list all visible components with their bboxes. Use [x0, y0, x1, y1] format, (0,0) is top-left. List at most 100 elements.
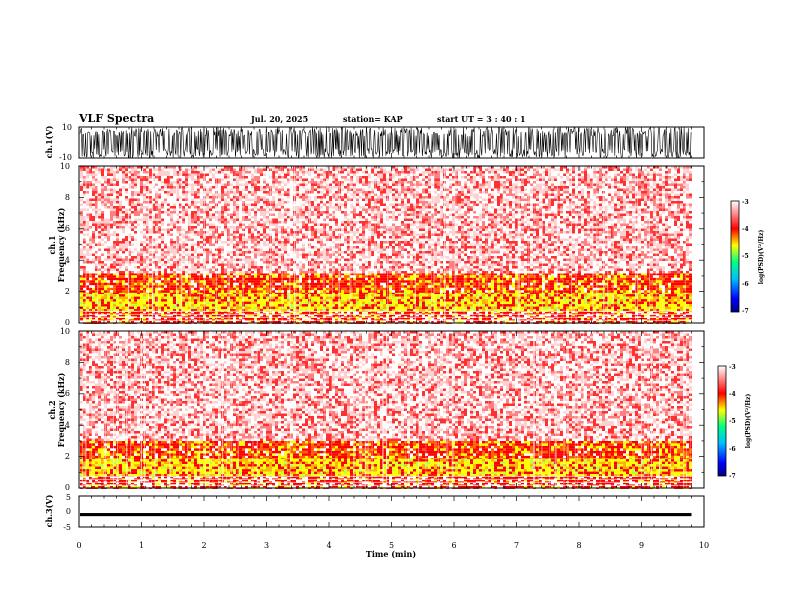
ch1-spectrogram-cell — [494, 275, 497, 278]
ch1-spectrogram-cell — [419, 285, 422, 288]
ch1-spectrogram-cell — [251, 283, 254, 286]
ch1-spectrogram-cell — [236, 321, 239, 323]
ch1-spectrogram-cell — [461, 285, 464, 288]
ch1-spectrogram-cell — [191, 283, 194, 286]
ch1-spectrogram-cell — [497, 297, 500, 300]
ch1-spectrogram-cell — [467, 304, 470, 307]
ch1-spectrogram-cell — [416, 294, 419, 297]
ch1-spectrogram-cell — [170, 294, 173, 297]
ch1-spectrogram-cell — [362, 278, 365, 281]
ch1-spectrogram-cell — [659, 278, 662, 281]
ch1-spectrogram-cell — [623, 304, 626, 307]
ch1-spectrogram-cell — [317, 315, 320, 317]
ch1-spectrogram-cell — [641, 315, 644, 317]
ch1-spectrogram-cell — [218, 307, 221, 310]
ch1-spectrogram-cell — [680, 318, 683, 320]
ch1-spectrogram-cell — [137, 318, 140, 320]
ch1-spectrogram-cell — [137, 294, 140, 297]
ch1-spectrogram-cell — [572, 297, 575, 300]
ch1-spectrogram-cell — [446, 294, 449, 297]
ch1-spectrogram-cell — [164, 304, 167, 307]
ch1-spectrogram-cell — [185, 318, 188, 320]
ch1-spectrogram-cell — [362, 321, 365, 323]
ch1-spectrogram-cell — [410, 285, 413, 288]
ch1-spectrogram-cell — [617, 302, 620, 305]
ch1-spectrogram-cell — [425, 297, 428, 300]
ch1-spectrogram-cell — [422, 312, 425, 314]
ch1-spectrogram-cell — [377, 288, 380, 291]
ch1-spectrogram-cell — [458, 312, 461, 314]
ch1-spectrogram-cell — [551, 297, 554, 300]
ch1-spectrogram-cell — [284, 304, 287, 307]
ch1-spectrogram-cell — [149, 294, 152, 297]
ch1-spectrogram-cell — [617, 318, 620, 320]
ch1-spectrogram-cell — [275, 299, 278, 302]
ch1-spectrogram-cell — [317, 321, 320, 323]
ch1-spectrogram-cell — [365, 278, 368, 281]
ch1-spectrogram-cell — [194, 288, 197, 291]
ch1-spectrogram-cell — [278, 321, 281, 323]
ch1-spectrogram-cell — [263, 275, 266, 278]
ch1-spectrogram-cell — [506, 278, 509, 281]
ch1-spectrogram-cell — [620, 318, 623, 320]
ch1-spectrogram-cell — [665, 275, 668, 278]
ch1-spectrogram-cell — [509, 280, 512, 283]
ch1-spectrogram-cell — [545, 280, 548, 283]
ch1-spectrogram-cell — [101, 302, 104, 305]
ch1-spectrogram-cell — [275, 312, 278, 314]
ch1-spectrogram-cell — [254, 280, 257, 283]
ch1-spectrogram-cell — [668, 299, 671, 302]
ch1-spectrogram-cell — [185, 312, 188, 314]
ch1-spectrogram-cell — [488, 280, 491, 283]
ch1-spectrogram-cell — [164, 307, 167, 310]
ch1-spectrogram-cell — [275, 275, 278, 278]
ch1-spectrogram-cell — [467, 302, 470, 305]
ch1-spectrogram-cell — [329, 278, 332, 281]
ch1-spectrogram-cell — [161, 294, 164, 297]
ch1-spectrogram-cell — [365, 307, 368, 310]
ch1-spectrogram-cell — [185, 302, 188, 305]
ch1-spectrogram-cell — [392, 285, 395, 288]
ch1-spectrogram-cell — [560, 280, 563, 283]
ch1-spectrogram-cell — [608, 294, 611, 297]
ch1-spectrogram-cell — [467, 315, 470, 317]
ch1-spectrogram-cell — [512, 318, 515, 320]
ch1-spectrogram-cell — [251, 315, 254, 317]
ch1-spectrogram-cell — [221, 297, 224, 300]
ch1-spectrogram-cell — [356, 299, 359, 302]
ch1-spectrogram-cell — [512, 280, 515, 283]
ch1-spectrogram-cell — [584, 297, 587, 300]
ch1-spectrogram-cell — [254, 283, 257, 286]
ch1-spectrogram-cell — [218, 302, 221, 305]
ch1-spectrogram-cell — [551, 283, 554, 286]
ch1-spectrogram-cell — [416, 297, 419, 300]
ch1-spectrogram-cell — [101, 299, 104, 302]
ch1-spectrogram-cell — [107, 307, 110, 310]
ch1-spectrogram-cell — [608, 285, 611, 288]
ch1-spectrogram-cell — [506, 318, 509, 320]
ch1-spectrogram-cell — [416, 283, 419, 286]
ch1-spectrogram-cell — [110, 312, 113, 314]
ch1-spectrogram-cell — [383, 283, 386, 286]
ch1-spectrogram-cell — [137, 315, 140, 317]
ch1-spectrogram-cell — [554, 283, 557, 286]
ch1-spectrogram-cell — [653, 318, 656, 320]
ch1-spectrogram-cell — [506, 275, 509, 278]
ch1-spectrogram-cell — [620, 288, 623, 291]
ch1-spectrogram-cell — [221, 294, 224, 297]
ch1-spectrogram-cell — [608, 275, 611, 278]
ch1-spectrogram-cell — [302, 315, 305, 317]
ch1-spectrogram-cell — [599, 315, 602, 317]
ch1-spectrogram-cell — [149, 315, 152, 317]
ch1-spectrogram-cell — [593, 304, 596, 307]
ch1-spectrogram-cell — [92, 275, 95, 278]
ch1-spectrogram-cell — [137, 297, 140, 300]
ch1-spectrogram-cell — [116, 275, 119, 278]
ch1-spectrogram-cell — [671, 304, 674, 307]
ch1-spectrogram-cell — [482, 283, 485, 286]
ch1-spectrogram-cell — [530, 275, 533, 278]
ch1-spectrogram-cell — [467, 294, 470, 297]
ch1-spectrogram-cell — [584, 302, 587, 305]
ch1-spectrogram-cell — [644, 278, 647, 281]
ch1-spectrogram-cell — [668, 280, 671, 283]
